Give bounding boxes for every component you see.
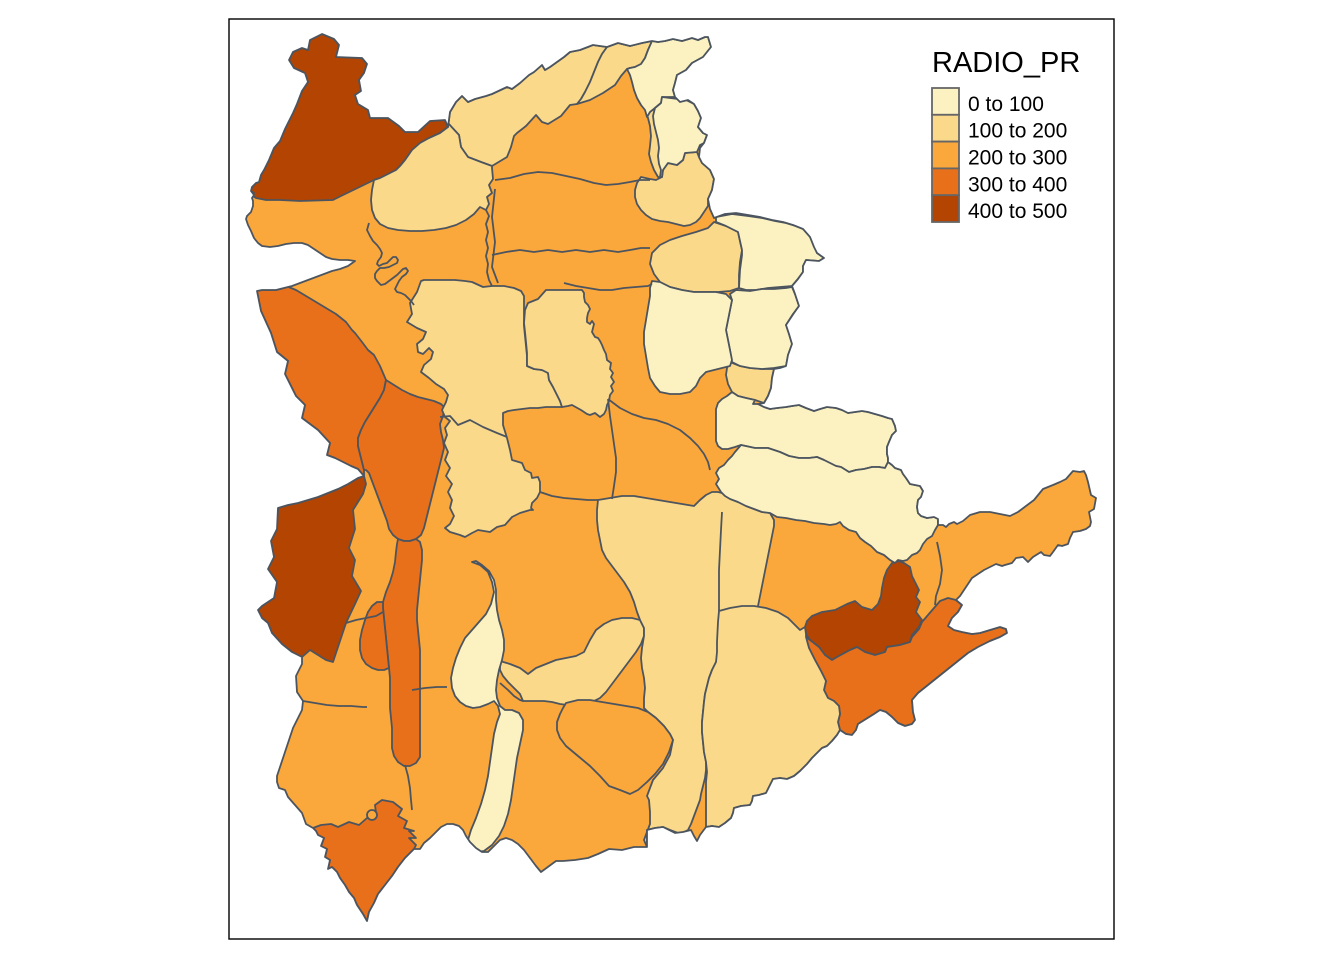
svg-text:100 to 200: 100 to 200 xyxy=(968,120,1067,143)
svg-text:0 to 100: 0 to 100 xyxy=(968,93,1044,116)
svg-text:200 to 300: 200 to 300 xyxy=(968,147,1067,170)
svg-text:400 to 500: 400 to 500 xyxy=(968,200,1067,223)
svg-text:RADIO_PR: RADIO_PR xyxy=(932,47,1080,79)
svg-text:300 to 400: 300 to 400 xyxy=(968,173,1067,196)
